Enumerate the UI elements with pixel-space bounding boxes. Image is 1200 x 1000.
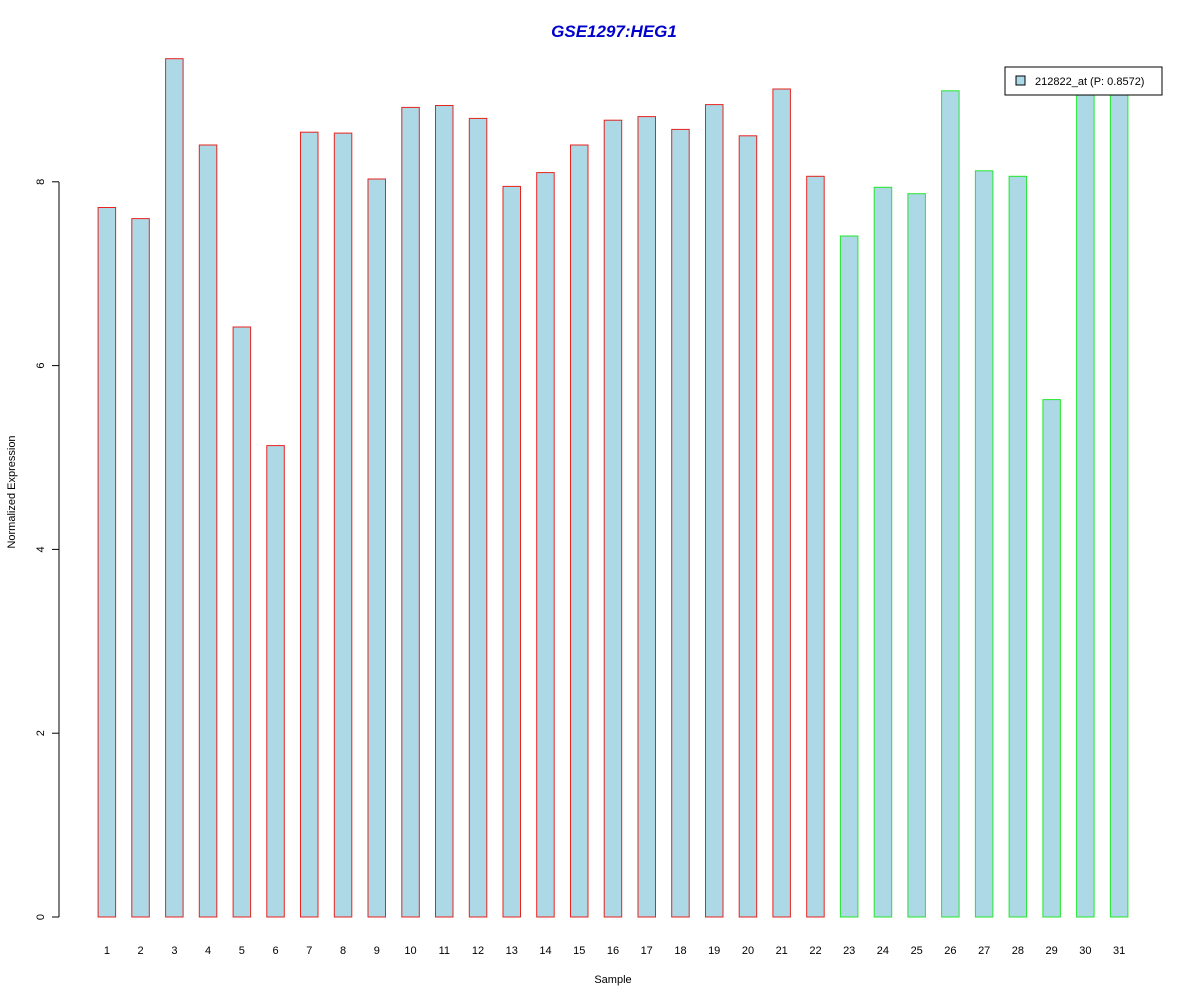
x-tick-label-8: 8 <box>340 945 346 957</box>
bar-sample-5 <box>232 326 252 918</box>
x-tick-label-12: 12 <box>472 945 484 957</box>
bar-sample-23 <box>839 235 859 918</box>
x-tick-label-17: 17 <box>641 945 653 957</box>
bar-sample-2 <box>131 218 150 918</box>
bar-sample-26 <box>941 90 960 918</box>
bar-sample-19 <box>705 104 724 918</box>
bar-sample-12 <box>468 117 488 918</box>
x-tick-label-20: 20 <box>742 945 754 957</box>
y-tick-label-6: 6 <box>35 363 47 369</box>
x-tick-label-19: 19 <box>708 945 720 957</box>
bar-sample-9 <box>367 178 386 918</box>
bar-sample-6 <box>266 445 285 918</box>
bar-sample-10 <box>401 106 420 918</box>
x-tick-label-7: 7 <box>306 945 312 957</box>
bar-sample-4 <box>198 144 218 918</box>
bar-sample-3 <box>165 58 184 918</box>
bar-sample-28 <box>1008 175 1028 918</box>
bar-sample-27 <box>974 170 994 918</box>
bar-sample-25 <box>907 193 926 918</box>
y-tick-label-0: 0 <box>35 914 47 920</box>
x-tick-label-1: 1 <box>104 945 110 957</box>
bar-sample-30 <box>1076 84 1095 918</box>
x-tick-label-14: 14 <box>539 945 551 957</box>
x-axis-label: Sample <box>594 974 631 986</box>
bar-sample-8 <box>333 132 353 918</box>
bar-sample-16 <box>603 119 623 918</box>
x-tick-label-5: 5 <box>239 945 245 957</box>
x-tick-label-3: 3 <box>171 945 177 957</box>
bar-sample-29 <box>1042 399 1061 918</box>
x-tick-label-21: 21 <box>776 945 788 957</box>
y-axis-label: Normalized Expression <box>6 435 18 548</box>
x-tick-label-26: 26 <box>944 945 956 957</box>
bar-sample-24 <box>873 186 893 918</box>
chart-title: GSE1297:HEG1 <box>551 22 677 41</box>
x-tick-label-29: 29 <box>1045 945 1057 957</box>
x-tick-labels: 1 2 3 4 5 6 7 8 9 10 11 12 13 14 15 16 17 18 19 20 21 22 23 24 2… <box>104 945 1125 957</box>
x-tick-label-27: 27 <box>978 945 990 957</box>
bar-sample-21 <box>772 88 791 918</box>
y-tick-label-4: 4 <box>35 546 47 552</box>
bar-sample-22 <box>806 175 825 918</box>
x-tick-label-24: 24 <box>877 945 889 957</box>
bar-sample-1 <box>97 207 117 918</box>
x-tick-label-4: 4 <box>205 945 211 957</box>
bar-sample-31 <box>1109 84 1129 918</box>
legend-label: 212822_at (P: 0.8572) <box>1035 76 1144 88</box>
x-tick-label-2: 2 <box>138 945 144 957</box>
x-tick-label-31: 31 <box>1113 945 1125 957</box>
x-tick-label-23: 23 <box>843 945 855 957</box>
bars-group <box>97 58 1129 918</box>
x-tick-label-25: 25 <box>911 945 923 957</box>
bar-sample-14 <box>536 172 555 918</box>
x-tick-label-28: 28 <box>1012 945 1024 957</box>
bar-sample-11 <box>435 105 454 918</box>
bar-sample-15 <box>570 144 589 918</box>
legend: 212822_at (P: 0.8572) <box>1004 66 1163 96</box>
legend-box <box>1004 66 1163 96</box>
x-tick-label-18: 18 <box>674 945 686 957</box>
x-tick-label-16: 16 <box>607 945 619 957</box>
y-tick-label-8: 8 <box>35 179 47 185</box>
bar-sample-18 <box>671 128 690 918</box>
x-tick-label-11: 11 <box>439 945 450 957</box>
y-tick-labels: 0 2 4 6 8 <box>35 179 47 920</box>
x-tick-label-9: 9 <box>374 945 380 957</box>
x-tick-label-15: 15 <box>573 945 585 957</box>
y-axis <box>52 181 60 918</box>
x-tick-label-10: 10 <box>404 945 416 957</box>
bar-sample-17 <box>637 116 656 918</box>
x-tick-label-13: 13 <box>506 945 518 957</box>
legend-swatch <box>1015 75 1026 86</box>
y-tick-label-2: 2 <box>35 730 47 736</box>
bar-sample-7 <box>300 131 319 918</box>
x-tick-label-22: 22 <box>809 945 821 957</box>
x-tick-label-6: 6 <box>273 945 279 957</box>
x-tick-label-30: 30 <box>1079 945 1091 957</box>
bar-sample-20 <box>738 135 758 918</box>
bar-sample-13 <box>502 185 521 918</box>
